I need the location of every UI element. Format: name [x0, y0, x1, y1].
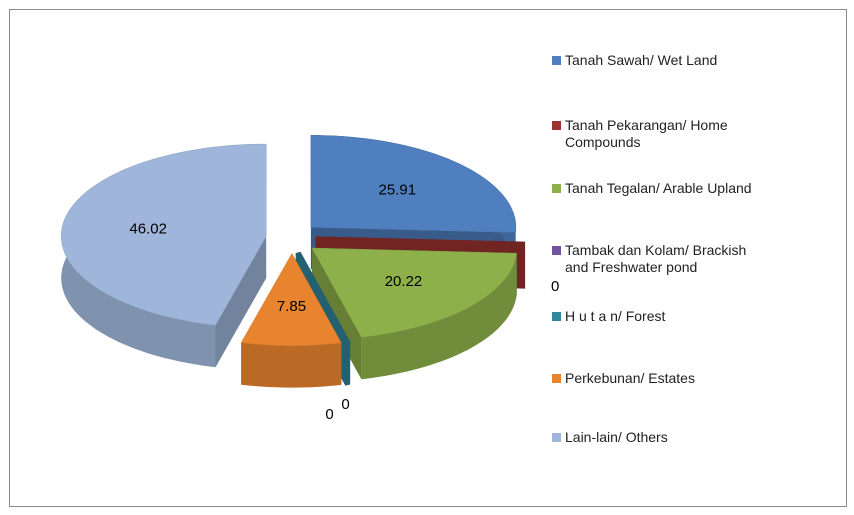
pie-slice-top: [240, 253, 342, 346]
legend-item: Lain-lain/ Others: [552, 429, 772, 446]
legend-swatch: [552, 56, 561, 65]
legend-swatch: [552, 246, 561, 255]
data-label: 7.85: [277, 298, 306, 315]
pie-slice: [240, 253, 342, 388]
pie-slice-wall: [361, 253, 517, 380]
legend-item: Tanah Pekarangan/ Home Compounds: [552, 117, 772, 151]
pie-slice-top: [310, 135, 517, 233]
data-label: 0: [325, 406, 333, 423]
legend-swatch: [552, 374, 561, 383]
legend-label: Perkebunan/ Estates: [565, 370, 695, 386]
legend-swatch: [552, 312, 561, 321]
pie-slice: [311, 247, 517, 380]
legend-swatch: [552, 184, 561, 193]
data-label: 25.91: [379, 182, 417, 199]
legend-label: H u t a n/ Forest: [565, 308, 666, 324]
data-label: 0: [551, 278, 559, 295]
pie-slice-side: [215, 236, 267, 368]
legend-swatch: [552, 433, 561, 442]
chart-frame: [9, 9, 847, 507]
legend-label: Tambak dan Kolam/ Brackish and Freshwate…: [565, 242, 747, 275]
legend-label: Tanah Tegalan/ Arable Upland: [565, 180, 752, 196]
legend-item: Tanah Sawah/ Wet Land: [552, 52, 772, 69]
data-label: 20.22: [385, 273, 423, 290]
legend-label: Tanah Sawah/ Wet Land: [565, 52, 718, 68]
legend-item: Perkebunan/ Estates: [552, 370, 772, 387]
data-label: 46.02: [129, 220, 167, 237]
legend-item: Tambak dan Kolam/ Brackish and Freshwate…: [552, 242, 772, 276]
data-label: 0: [341, 396, 349, 413]
legend-label: Tanah Pekarangan/ Home Compounds: [565, 117, 728, 150]
legend-item: Tanah Tegalan/ Arable Upland: [552, 180, 772, 197]
pie-slice-wall: [241, 342, 342, 388]
pie-slice-top: [311, 247, 517, 338]
pie-slice-top: [60, 143, 267, 326]
pie-slice: [60, 143, 267, 368]
legend-label: Lain-lain/ Others: [565, 429, 668, 445]
legend-swatch: [552, 121, 561, 130]
legend-item: H u t a n/ Forest: [552, 308, 772, 325]
